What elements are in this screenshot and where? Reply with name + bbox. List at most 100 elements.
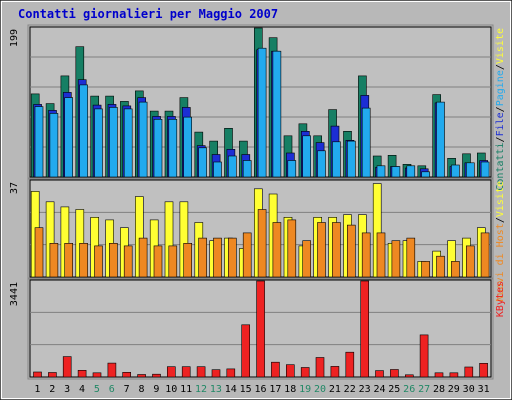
- bar-pagine: [64, 97, 73, 178]
- bar-kbytes: [479, 362, 488, 378]
- panel-bevel: [27, 177, 494, 280]
- x-tick-label: 25: [388, 384, 400, 395]
- bar-nuovi-host: [183, 243, 192, 278]
- bar-pagine: [79, 84, 88, 178]
- x-tick-label: 15: [240, 384, 252, 395]
- bar-nuovi-host: [257, 209, 267, 278]
- bar-nuovi-host: [406, 237, 416, 278]
- bar-kbytes: [300, 367, 310, 378]
- x-tick-label: 4: [79, 384, 85, 395]
- bar-pagine: [391, 166, 401, 178]
- bar-kbytes: [464, 366, 474, 378]
- legend-item: /: [495, 136, 506, 142]
- x-tick-label: 19: [299, 384, 311, 395]
- bar-nuovi-host: [242, 232, 252, 278]
- bar-kbytes: [152, 373, 161, 378]
- bar-nuovi-host: [287, 219, 297, 278]
- bar-pagine: [138, 101, 148, 178]
- x-tick-label: 26: [403, 384, 415, 395]
- bar-nuovi-host: [465, 245, 475, 278]
- legend-item: /: [495, 106, 506, 112]
- bar-kbytes: [285, 364, 295, 378]
- x-tick-label: 2: [49, 384, 55, 395]
- legend-item: /: [495, 64, 506, 70]
- x-tick-label: 31: [478, 384, 490, 395]
- bar-kbytes: [241, 324, 250, 378]
- bar-nuovi-host: [168, 245, 178, 278]
- bar-nuovi-host: [34, 227, 44, 278]
- bar-kbytes: [181, 366, 191, 378]
- bar-nuovi-host: [123, 245, 133, 278]
- legend-item: KBytes: [495, 281, 506, 317]
- bar-kbytes: [107, 362, 117, 378]
- bar-kbytes: [404, 374, 414, 378]
- bar-kbytes: [360, 280, 370, 378]
- x-tick-label: 18: [284, 384, 296, 395]
- chart-title: Contatti giornalieri per Maggio 2007: [18, 7, 278, 21]
- x-tick-label: 22: [344, 384, 356, 395]
- legend-item: File: [495, 112, 506, 136]
- bar-pagine: [302, 135, 312, 178]
- bar-pagine: [376, 165, 386, 178]
- bar-kbytes: [449, 372, 459, 378]
- bar-kbytes: [92, 372, 102, 378]
- legend-item: Visite: [495, 181, 506, 217]
- legend-item: Pagine: [495, 70, 506, 106]
- bar-kbytes: [256, 280, 265, 378]
- bar-pagine: [287, 160, 297, 178]
- bar-nuovi-host: [272, 222, 282, 278]
- x-tick-label: 1: [34, 384, 40, 395]
- x-tick-label: 29: [448, 384, 460, 395]
- x-tick-label: 11: [180, 384, 192, 395]
- bar-pagine: [153, 119, 163, 178]
- bar-nuovi-host: [376, 232, 386, 278]
- x-tick-label: 9: [153, 384, 159, 395]
- y-axis-max-label: 3441: [9, 282, 20, 306]
- bar-pagine: [317, 150, 326, 178]
- bar-kbytes: [196, 366, 206, 378]
- legend-text: Contatti/File/Pagine/Visite: [495, 28, 506, 191]
- x-tick-label: 21: [329, 384, 341, 395]
- bar-pagine: [109, 107, 118, 178]
- x-tick-label: 28: [433, 384, 445, 395]
- bar-kbytes: [167, 366, 176, 378]
- x-tick-label: 5: [94, 384, 100, 395]
- bar-kbytes: [271, 361, 280, 378]
- bar-kbytes: [211, 369, 221, 378]
- bar-pagine: [257, 47, 267, 178]
- bar-kbytes: [77, 369, 87, 378]
- x-tick-label: 7: [124, 384, 130, 395]
- legend-item: /: [495, 217, 506, 223]
- bar-pagine: [346, 140, 356, 178]
- x-tick-label: 23: [359, 384, 371, 395]
- bar-pagine: [480, 161, 490, 178]
- bar-nuovi-host: [451, 261, 460, 278]
- bar-pagine: [123, 108, 133, 178]
- x-tick-label: 30: [463, 384, 475, 395]
- bar-pagine: [332, 141, 341, 178]
- bar-nuovi-host: [436, 255, 445, 278]
- bar-pagine: [198, 147, 207, 178]
- legend-item: Visite: [495, 28, 506, 64]
- bar-pagine: [213, 161, 222, 178]
- bar-pagine: [361, 107, 371, 178]
- bar-pagine: [421, 171, 430, 178]
- bar-pagine: [228, 155, 237, 178]
- x-tick-label: 12: [195, 384, 207, 395]
- bar-pagine: [465, 162, 475, 178]
- x-axis-day-labels: 1 2 3 4 5 6 7 8 9 10 11 12 13 14 15 16 17 18 19 20 21 22 23 24 2…: [34, 384, 489, 395]
- bar-kbytes: [345, 351, 355, 378]
- bar-nuovi-host: [49, 243, 59, 278]
- bar-pagine: [436, 101, 445, 178]
- bar-kbytes: [315, 357, 325, 378]
- bar-nuovi-host: [317, 222, 326, 278]
- bar-nuovi-host: [138, 237, 148, 278]
- bar-nuovi-host: [228, 237, 237, 278]
- bar-kbytes: [330, 366, 340, 378]
- legend-item: Contatti: [495, 142, 506, 190]
- x-tick-label: 3: [64, 384, 70, 395]
- x-tick-label: 10: [165, 384, 177, 395]
- kbytes-panel: 3441 KBytes: [9, 277, 506, 380]
